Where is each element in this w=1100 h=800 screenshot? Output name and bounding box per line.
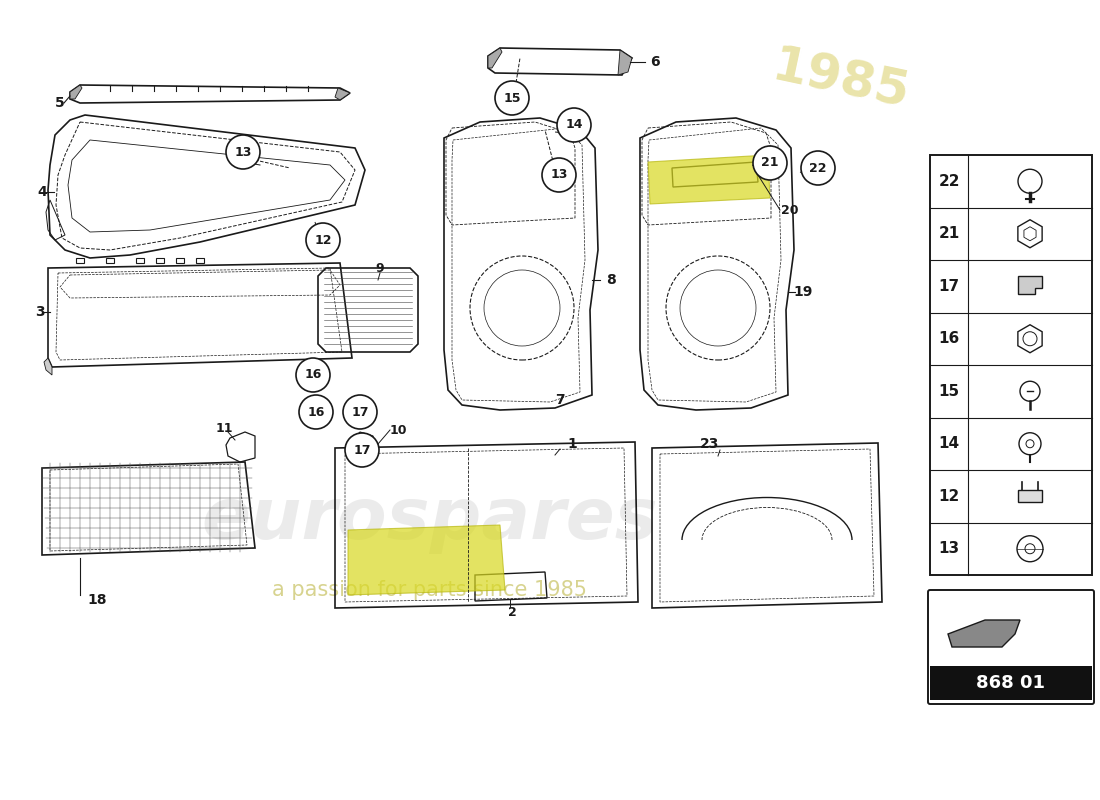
Text: 19: 19 <box>793 285 813 299</box>
Polygon shape <box>1018 276 1042 294</box>
Circle shape <box>801 151 835 185</box>
Text: 21: 21 <box>761 157 779 170</box>
Polygon shape <box>488 48 502 68</box>
Text: 868 01: 868 01 <box>977 674 1045 692</box>
Text: 16: 16 <box>307 406 324 418</box>
Text: 10: 10 <box>389 423 407 437</box>
Polygon shape <box>348 525 505 595</box>
Text: 6: 6 <box>650 55 660 69</box>
Polygon shape <box>648 155 770 204</box>
Text: 17: 17 <box>351 406 369 418</box>
Polygon shape <box>70 85 82 99</box>
Text: 4: 4 <box>37 185 47 199</box>
Text: 3: 3 <box>35 305 45 319</box>
Circle shape <box>557 108 591 142</box>
Bar <box>930 666 1092 700</box>
Circle shape <box>542 158 576 192</box>
Circle shape <box>343 395 377 429</box>
Text: 9: 9 <box>376 262 384 274</box>
Polygon shape <box>336 88 350 100</box>
Text: 13: 13 <box>550 169 568 182</box>
Text: 1985: 1985 <box>767 42 913 118</box>
Text: 23: 23 <box>701 437 719 451</box>
FancyBboxPatch shape <box>928 590 1094 704</box>
Circle shape <box>226 135 260 169</box>
Text: 17: 17 <box>938 278 959 294</box>
Text: 20: 20 <box>781 203 799 217</box>
Text: 13: 13 <box>938 542 959 556</box>
Circle shape <box>299 395 333 429</box>
Text: 12: 12 <box>938 489 959 504</box>
Text: 12: 12 <box>315 234 332 246</box>
Text: 22: 22 <box>810 162 827 174</box>
Text: 14: 14 <box>565 118 583 131</box>
Text: a passion for parts since 1985: a passion for parts since 1985 <box>273 580 587 600</box>
Polygon shape <box>44 358 52 375</box>
Text: 11: 11 <box>216 422 233 434</box>
Text: 13: 13 <box>234 146 252 158</box>
Circle shape <box>296 358 330 392</box>
Text: 18: 18 <box>87 593 107 607</box>
Text: 22: 22 <box>938 174 959 189</box>
Text: 7: 7 <box>556 393 564 407</box>
Circle shape <box>754 146 786 180</box>
Text: 1: 1 <box>568 437 576 451</box>
Circle shape <box>345 433 379 467</box>
Circle shape <box>306 223 340 257</box>
Text: 15: 15 <box>938 384 959 398</box>
Polygon shape <box>1018 490 1042 502</box>
Polygon shape <box>618 50 632 75</box>
Text: 14: 14 <box>938 436 959 451</box>
Text: 16: 16 <box>305 369 321 382</box>
Text: 21: 21 <box>938 226 959 242</box>
Text: 8: 8 <box>606 273 616 287</box>
Polygon shape <box>948 620 1020 647</box>
Text: 16: 16 <box>938 331 959 346</box>
Text: eurospares: eurospares <box>201 486 659 554</box>
Polygon shape <box>930 155 1092 575</box>
Text: 15: 15 <box>504 91 520 105</box>
Text: 2: 2 <box>507 606 516 619</box>
Text: 17: 17 <box>353 443 371 457</box>
Text: 5: 5 <box>55 96 65 110</box>
Circle shape <box>495 81 529 115</box>
